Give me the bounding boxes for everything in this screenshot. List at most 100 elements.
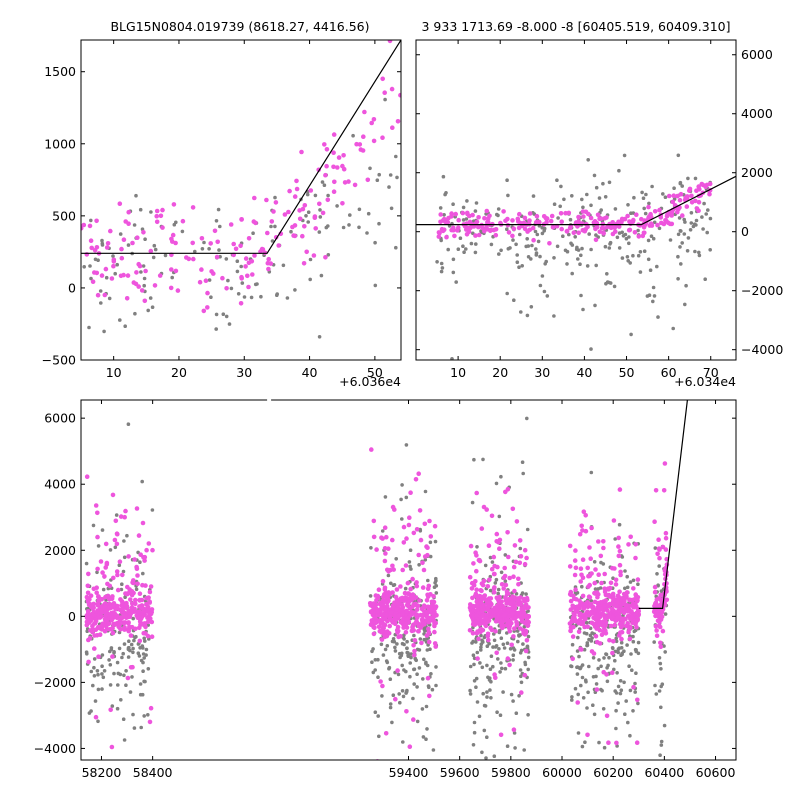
pink-data-point bbox=[464, 232, 470, 237]
pink-data-point bbox=[360, 148, 366, 153]
pink-data-point bbox=[131, 280, 137, 285]
pink-data-point bbox=[88, 593, 94, 598]
gray-data-point bbox=[517, 265, 521, 270]
pink-data-point bbox=[395, 600, 401, 606]
gray-data-point bbox=[134, 193, 138, 198]
pink-data-point bbox=[95, 566, 100, 572]
pink-data-point bbox=[572, 613, 577, 618]
gray-data-point bbox=[224, 257, 229, 261]
gray-data-point bbox=[100, 238, 104, 243]
gray-data-point bbox=[525, 313, 530, 318]
gray-data-point bbox=[608, 242, 612, 246]
pink-data-point bbox=[130, 240, 135, 246]
gray-data-point bbox=[224, 314, 229, 319]
pink-data-point bbox=[403, 630, 409, 635]
y-tick-label: 0 bbox=[68, 280, 76, 295]
pink-data-point bbox=[634, 740, 640, 745]
gray-data-point bbox=[216, 207, 221, 212]
pink-data-point bbox=[534, 220, 540, 225]
gray-data-point bbox=[400, 641, 405, 646]
gray-data-point bbox=[477, 714, 482, 719]
gray-data-point bbox=[653, 683, 657, 688]
gray-data-point bbox=[704, 212, 708, 216]
pink-data-point bbox=[371, 631, 377, 637]
gray-data-point bbox=[662, 644, 666, 648]
gray-data-point bbox=[397, 692, 402, 696]
pink-data-point bbox=[519, 690, 524, 695]
pink-data-point bbox=[121, 237, 127, 242]
gray-data-point bbox=[408, 564, 412, 569]
gray-data-point bbox=[415, 685, 419, 689]
pink-data-point bbox=[635, 618, 640, 623]
gray-data-point bbox=[535, 232, 540, 237]
gray-data-point bbox=[370, 660, 374, 664]
gray-data-point bbox=[511, 238, 515, 242]
pink-data-point bbox=[505, 530, 510, 535]
pink-data-point bbox=[595, 212, 601, 218]
pink-data-point bbox=[473, 579, 478, 584]
pink-data-point bbox=[579, 523, 584, 529]
pink-data-point bbox=[489, 566, 495, 572]
pink-data-point bbox=[266, 256, 272, 262]
gray-data-point bbox=[141, 669, 145, 673]
pink-data-point bbox=[592, 580, 597, 586]
pink-data-point bbox=[520, 628, 526, 633]
pink-data-point bbox=[137, 638, 143, 644]
gray-data-point bbox=[592, 712, 597, 717]
gray-data-point bbox=[612, 667, 616, 672]
pink-data-point bbox=[122, 613, 128, 618]
gray-data-point bbox=[487, 641, 491, 646]
gray-data-point bbox=[481, 457, 485, 462]
gray-data-point bbox=[132, 223, 137, 227]
gray-data-point bbox=[636, 582, 640, 586]
gray-data-point bbox=[657, 226, 662, 231]
gray-data-point bbox=[377, 221, 381, 226]
gray-data-point bbox=[141, 264, 146, 268]
gray-data-point bbox=[434, 584, 439, 588]
pink-data-point bbox=[550, 225, 556, 230]
pink-data-point bbox=[594, 687, 600, 692]
gray-data-point bbox=[485, 663, 489, 668]
pink-data-point bbox=[208, 241, 213, 246]
pink-data-point bbox=[479, 526, 485, 531]
gray-data-point bbox=[429, 672, 433, 676]
pink-data-point bbox=[416, 471, 422, 477]
pink-data-point bbox=[103, 612, 108, 618]
pink-data-point bbox=[661, 221, 667, 227]
pink-data-point bbox=[614, 740, 619, 746]
pink-data-point bbox=[114, 569, 120, 574]
pink-data-point bbox=[387, 623, 393, 629]
gray-data-point bbox=[519, 680, 524, 685]
pink-data-point bbox=[652, 584, 658, 590]
pink-data-point bbox=[593, 607, 598, 613]
pink-data-point bbox=[160, 207, 165, 213]
pink-data-point bbox=[575, 700, 580, 705]
pink-data-point bbox=[393, 594, 399, 600]
pink-data-point bbox=[361, 134, 366, 139]
pink-data-point bbox=[580, 593, 586, 599]
gray-data-point bbox=[580, 197, 584, 202]
gray-data-point bbox=[412, 682, 417, 686]
pink-data-point bbox=[484, 208, 490, 214]
gray-data-point bbox=[424, 660, 428, 665]
gray-data-point bbox=[636, 253, 641, 258]
pink-data-point bbox=[696, 199, 702, 205]
gray-data-point bbox=[259, 294, 263, 299]
x-tick-label: 59600 bbox=[440, 765, 480, 780]
gray-data-point bbox=[142, 679, 146, 684]
pink-data-point bbox=[357, 142, 363, 147]
gray-data-point bbox=[446, 247, 451, 252]
pink-data-point bbox=[427, 609, 433, 614]
pink-data-point bbox=[394, 587, 400, 592]
gray-data-point bbox=[395, 642, 399, 646]
pink-data-point bbox=[243, 256, 249, 261]
gray-data-point bbox=[505, 291, 510, 296]
y-tick-label: 2000 bbox=[741, 165, 773, 180]
pink-data-point bbox=[432, 523, 438, 529]
gray-data-point bbox=[371, 670, 376, 675]
gray-data-point bbox=[671, 326, 675, 331]
gray-data-point bbox=[492, 754, 497, 758]
gray-data-point bbox=[542, 289, 547, 294]
gray-data-point bbox=[568, 217, 573, 222]
gray-data-point bbox=[102, 669, 107, 673]
